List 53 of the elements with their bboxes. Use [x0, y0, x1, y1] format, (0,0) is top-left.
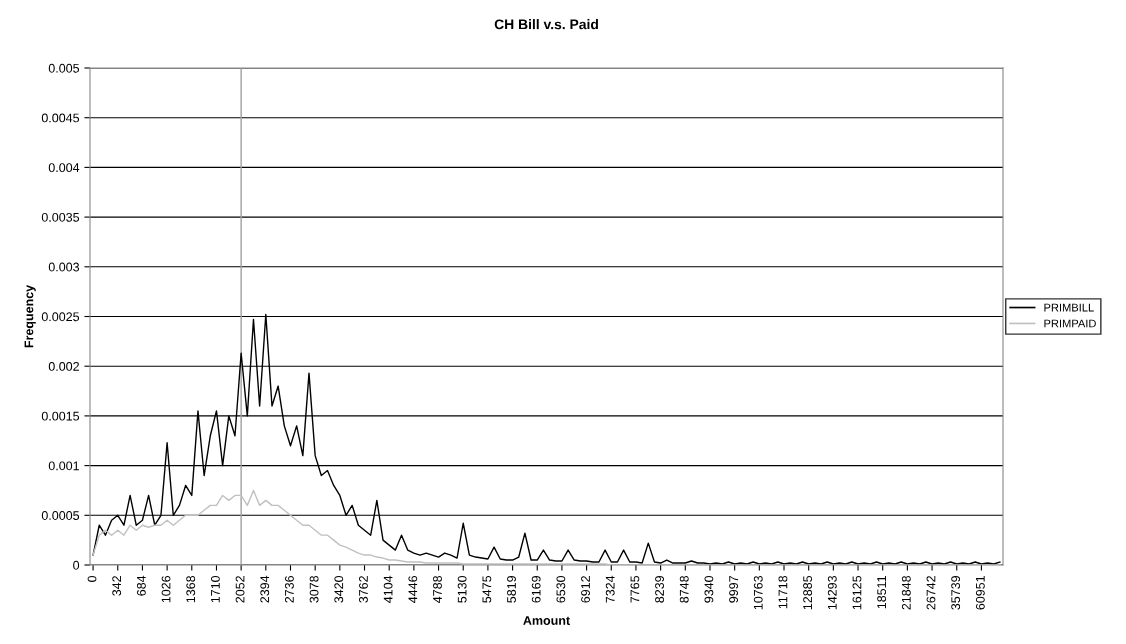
x-tick-label: 7765 [630, 575, 640, 603]
x-tick-label: 684 [136, 575, 146, 596]
x-tick-label: 2736 [284, 575, 294, 603]
x-tick-label: 8748 [679, 575, 689, 603]
x-tick-label: 8239 [655, 576, 664, 603]
chart-title: CH Bill v.s. Paid [494, 19, 598, 30]
legend-label: PRIMPAID [1044, 319, 1096, 328]
x-tick-label: 4104 [383, 575, 393, 603]
x-tick-label: 60951 [975, 576, 985, 610]
y-tick-label: 0.0005 [41, 511, 80, 520]
x-tick-label: 7324 [605, 575, 615, 603]
x-tick-label: 4446 [408, 575, 418, 603]
x-tick-label: 342 [112, 576, 122, 596]
x-tick-label: 0 [87, 575, 97, 582]
x-tick-label: 1368 [186, 575, 196, 603]
y-tick-label: 0.0025 [41, 312, 80, 322]
x-tick-label: 5130 [457, 575, 467, 603]
x-tick-label: 2394 [260, 575, 270, 603]
y-tick-label: 0.001 [48, 461, 79, 471]
x-tick-label: 1026 [161, 575, 171, 603]
x-tick-label: 14293 [827, 575, 837, 610]
x-tick-label: 5819 [507, 576, 516, 603]
x-tick-label: 3078 [309, 575, 319, 603]
y-tick-label: 0.0035 [41, 212, 80, 222]
x-tick-label: 6169 [531, 576, 541, 603]
y-tick-label: 0.004 [48, 163, 80, 173]
x-tick-label: 6912 [581, 576, 590, 603]
x-axis-title: Amount [523, 616, 570, 625]
y-tick-label: 0.0045 [41, 113, 80, 123]
x-tick-label: 26742 [926, 576, 936, 610]
x-tick-label: 35739 [951, 576, 961, 610]
x-tick-label: 21848 [901, 575, 911, 610]
x-tick-label: 2052 [235, 576, 245, 603]
y-tick-label: 0.003 [48, 262, 80, 272]
y-axis-title: Frequency [24, 284, 36, 348]
x-tick-label: 11718 [778, 575, 788, 609]
x-tick-label: 1710 [210, 575, 220, 603]
x-tick-label: 3762 [359, 576, 368, 603]
legend-label: PRIMBILL [1044, 303, 1094, 312]
y-tick-label: 0.0015 [41, 411, 80, 421]
x-tick-label: 3420 [334, 575, 344, 603]
x-tick-label: 9340 [704, 575, 714, 603]
x-tick-label: 10763 [753, 575, 763, 610]
y-tick-label: 0.005 [48, 63, 80, 73]
x-tick-label: 18511 [877, 576, 887, 609]
y-tick-label: 0.002 [48, 362, 79, 371]
x-tick-label: 5475 [482, 575, 492, 603]
x-tick-label: 9997 [729, 576, 739, 603]
x-tick-label: 6530 [556, 575, 566, 603]
x-tick-label: 12885 [803, 575, 813, 610]
x-tick-label: 16125 [852, 575, 862, 610]
y-tick-label: 0 [73, 560, 80, 570]
x-tick-label: 4788 [433, 575, 442, 603]
